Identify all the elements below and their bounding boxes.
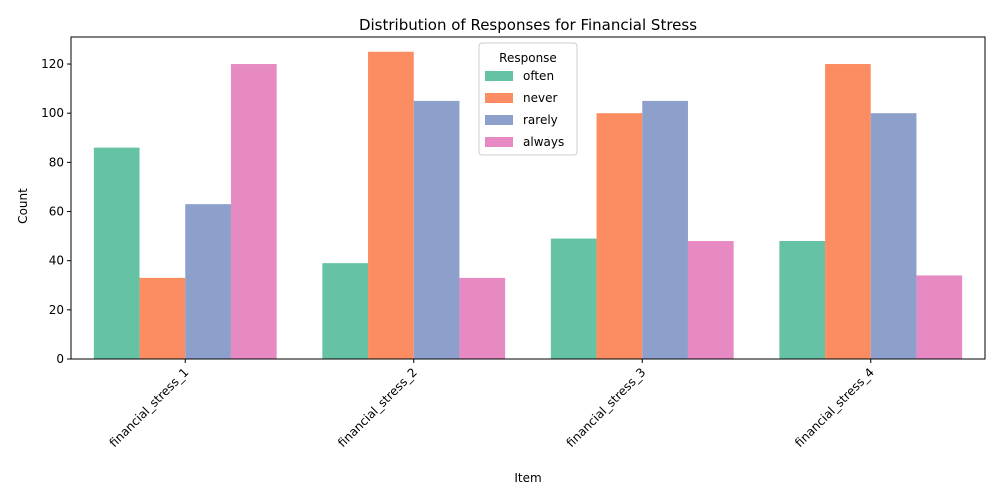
bar-often-financial_stress_4 <box>779 241 826 359</box>
legend-label-never: never <box>523 91 557 105</box>
bar-always-financial_stress_4 <box>916 275 963 359</box>
legend-swatch-always <box>485 137 513 147</box>
y-axis-label: Count <box>16 188 30 224</box>
bar-rarely-financial_stress_4 <box>870 113 917 359</box>
bars-layer <box>93 51 963 360</box>
bar-always-financial_stress_2 <box>459 277 506 359</box>
y-tick-label: 0 <box>56 352 64 366</box>
x-tick-label: financial_stress_1 <box>107 365 192 450</box>
bar-always-financial_stress_3 <box>687 241 734 359</box>
legend-label-often: often <box>523 69 554 83</box>
legend: Response often never rarely always <box>478 42 578 156</box>
bar-often-financial_stress_2 <box>322 263 369 359</box>
x-axis-label: Item <box>514 471 541 485</box>
legend-label-always: always <box>523 135 564 149</box>
bar-rarely-financial_stress_1 <box>185 204 231 359</box>
y-tick-label: 80 <box>49 155 64 169</box>
legend-label-rarely: rarely <box>523 113 558 127</box>
x-tick-label: financial_stress_2 <box>335 365 420 450</box>
plot-frame <box>70 36 986 360</box>
legend-swatch-often <box>485 71 513 81</box>
bar-never-financial_stress_2 <box>368 51 414 359</box>
x-tick-label: financial_stress_3 <box>564 365 649 450</box>
bar-never-financial_stress_4 <box>825 64 871 359</box>
legend-swatch-rarely <box>485 115 513 125</box>
bar-often-financial_stress_1 <box>93 147 140 359</box>
bar-never-financial_stress_1 <box>139 277 186 359</box>
legend-swatch-never <box>485 93 513 103</box>
bar-rarely-financial_stress_2 <box>413 100 460 360</box>
bar-often-financial_stress_3 <box>550 238 597 359</box>
legend-title: Response <box>499 51 557 65</box>
bar-never-financial_stress_3 <box>596 113 643 359</box>
bar-rarely-financial_stress_3 <box>642 100 688 360</box>
axes-layer <box>70 36 986 360</box>
y-tick-label: 100 <box>41 106 64 120</box>
y-tick-label: 20 <box>49 303 64 317</box>
y-tick-label: 120 <box>41 57 64 71</box>
x-tick-label: financial_stress_4 <box>792 365 877 450</box>
y-tick-label: 40 <box>49 254 64 268</box>
bar-always-financial_stress_1 <box>230 64 277 359</box>
y-tick-label: 60 <box>49 205 64 219</box>
legend-entries: often never rarely always <box>485 69 564 149</box>
chart-title: Distribution of Responses for Financial … <box>359 16 697 34</box>
